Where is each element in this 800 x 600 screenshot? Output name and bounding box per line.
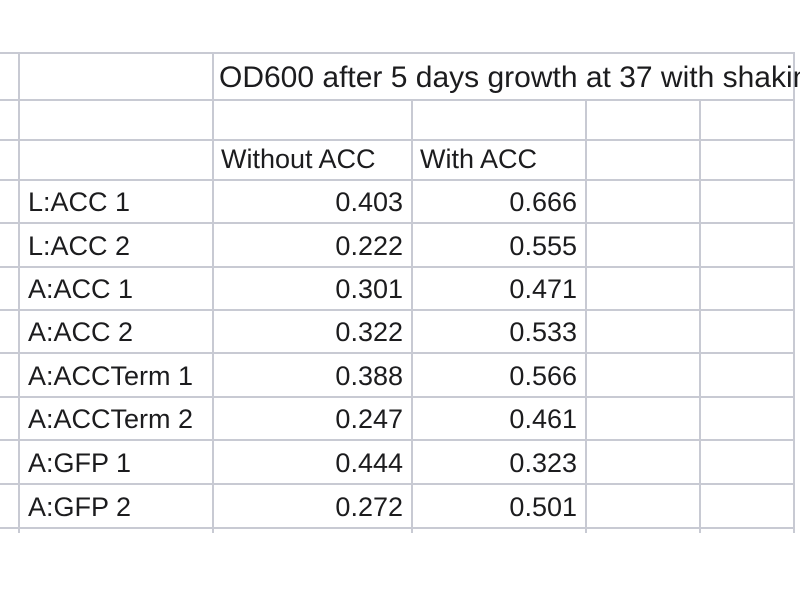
value-cell-with-acc[interactable]: 0.555 [412,223,587,268]
table-row: A:ACCTerm 1 0.388 0.566 [0,353,796,398]
header-row: Without ACC With ACC [0,140,796,181]
row-label-cell[interactable]: A:ACCTerm 2 [19,397,214,441]
value-cell-with-acc[interactable]: 0.501 [412,484,587,529]
value-cell-without-acc[interactable]: 0.222 [213,223,413,268]
table-row: L:ACC 2 0.222 0.555 [0,223,796,268]
row-label-cell[interactable]: L:ACC 1 [19,180,214,224]
empty-cell [0,528,20,533]
table-row: A:ACCTerm 2 0.247 0.461 [0,397,796,441]
value-cell-with-acc[interactable]: 0.461 [412,397,587,441]
table-row: A:ACC 1 0.301 0.471 [0,267,796,311]
empty-cell[interactable] [700,223,796,268]
empty-cell[interactable] [586,267,701,311]
spacer-row [0,100,796,141]
value-cell-with-acc[interactable]: 0.533 [412,310,587,354]
empty-cell[interactable] [586,180,701,224]
empty-cell [700,528,796,533]
header-cell-without-acc[interactable]: Without ACC [213,140,413,181]
value-cell-with-acc[interactable]: 0.323 [412,440,587,485]
empty-cell[interactable] [0,52,20,101]
empty-cell[interactable] [0,180,20,224]
spreadsheet-grid: OD600 after 5 days growth at 37 with sha… [0,52,800,533]
value-cell-without-acc[interactable]: 0.247 [213,397,413,441]
title-row: OD600 after 5 days growth at 37 with sha… [0,52,800,101]
empty-cell[interactable] [586,484,701,529]
empty-cell[interactable] [0,267,20,311]
empty-cell [213,528,413,533]
empty-cell[interactable] [213,100,413,141]
empty-cell[interactable] [700,140,796,181]
row-label-cell[interactable]: A:GFP 1 [19,440,214,485]
empty-cell[interactable] [586,310,701,354]
value-cell-without-acc[interactable]: 0.272 [213,484,413,529]
value-cell-without-acc[interactable]: 0.388 [213,353,413,398]
empty-cell[interactable] [586,397,701,441]
empty-cell[interactable] [19,140,214,181]
empty-cell[interactable] [700,100,796,141]
empty-cell[interactable] [586,353,701,398]
value-cell-with-acc[interactable]: 0.566 [412,353,587,398]
table-row: A:ACC 2 0.322 0.533 [0,310,796,354]
empty-cell[interactable] [586,100,701,141]
empty-cell [19,528,214,533]
row-label-cell[interactable]: A:ACC 1 [19,267,214,311]
empty-cell [412,528,587,533]
empty-cell[interactable] [700,484,796,529]
value-cell-with-acc[interactable]: 0.666 [412,180,587,224]
table-row: A:GFP 1 0.444 0.323 [0,440,796,485]
partial-row [0,528,796,533]
row-label-cell[interactable]: A:ACC 2 [19,310,214,354]
value-cell-without-acc[interactable]: 0.322 [213,310,413,354]
empty-cell[interactable] [586,223,701,268]
empty-cell[interactable] [0,353,20,398]
empty-cell[interactable] [700,310,796,354]
empty-cell[interactable] [700,397,796,441]
empty-cell[interactable] [586,440,701,485]
empty-cell[interactable] [0,140,20,181]
empty-cell[interactable] [0,223,20,268]
value-cell-without-acc[interactable]: 0.301 [213,267,413,311]
row-label-cell[interactable]: A:GFP 2 [19,484,214,529]
value-cell-with-acc[interactable]: 0.471 [412,267,587,311]
empty-cell[interactable] [0,484,20,529]
row-label-cell[interactable]: A:ACCTerm 1 [19,353,214,398]
empty-cell[interactable] [0,397,20,441]
empty-cell[interactable] [0,440,20,485]
table-row: L:ACC 1 0.403 0.666 [0,180,796,224]
empty-cell[interactable] [700,353,796,398]
empty-cell[interactable] [19,52,214,101]
empty-cell[interactable] [700,440,796,485]
empty-cell[interactable] [0,100,20,141]
empty-cell[interactable] [700,180,796,224]
row-label-cell[interactable]: L:ACC 2 [19,223,214,268]
empty-cell[interactable] [19,100,214,141]
value-cell-without-acc[interactable]: 0.444 [213,440,413,485]
table-row: A:GFP 2 0.272 0.501 [0,484,796,529]
empty-cell[interactable] [0,310,20,354]
empty-cell[interactable] [700,267,796,311]
empty-cell [586,528,701,533]
empty-cell[interactable] [412,100,587,141]
empty-cell[interactable] [586,140,701,181]
header-cell-with-acc[interactable]: With ACC [412,140,587,181]
table-title-cell[interactable]: OD600 after 5 days growth at 37 with sha… [213,52,800,101]
value-cell-without-acc[interactable]: 0.403 [213,180,413,224]
